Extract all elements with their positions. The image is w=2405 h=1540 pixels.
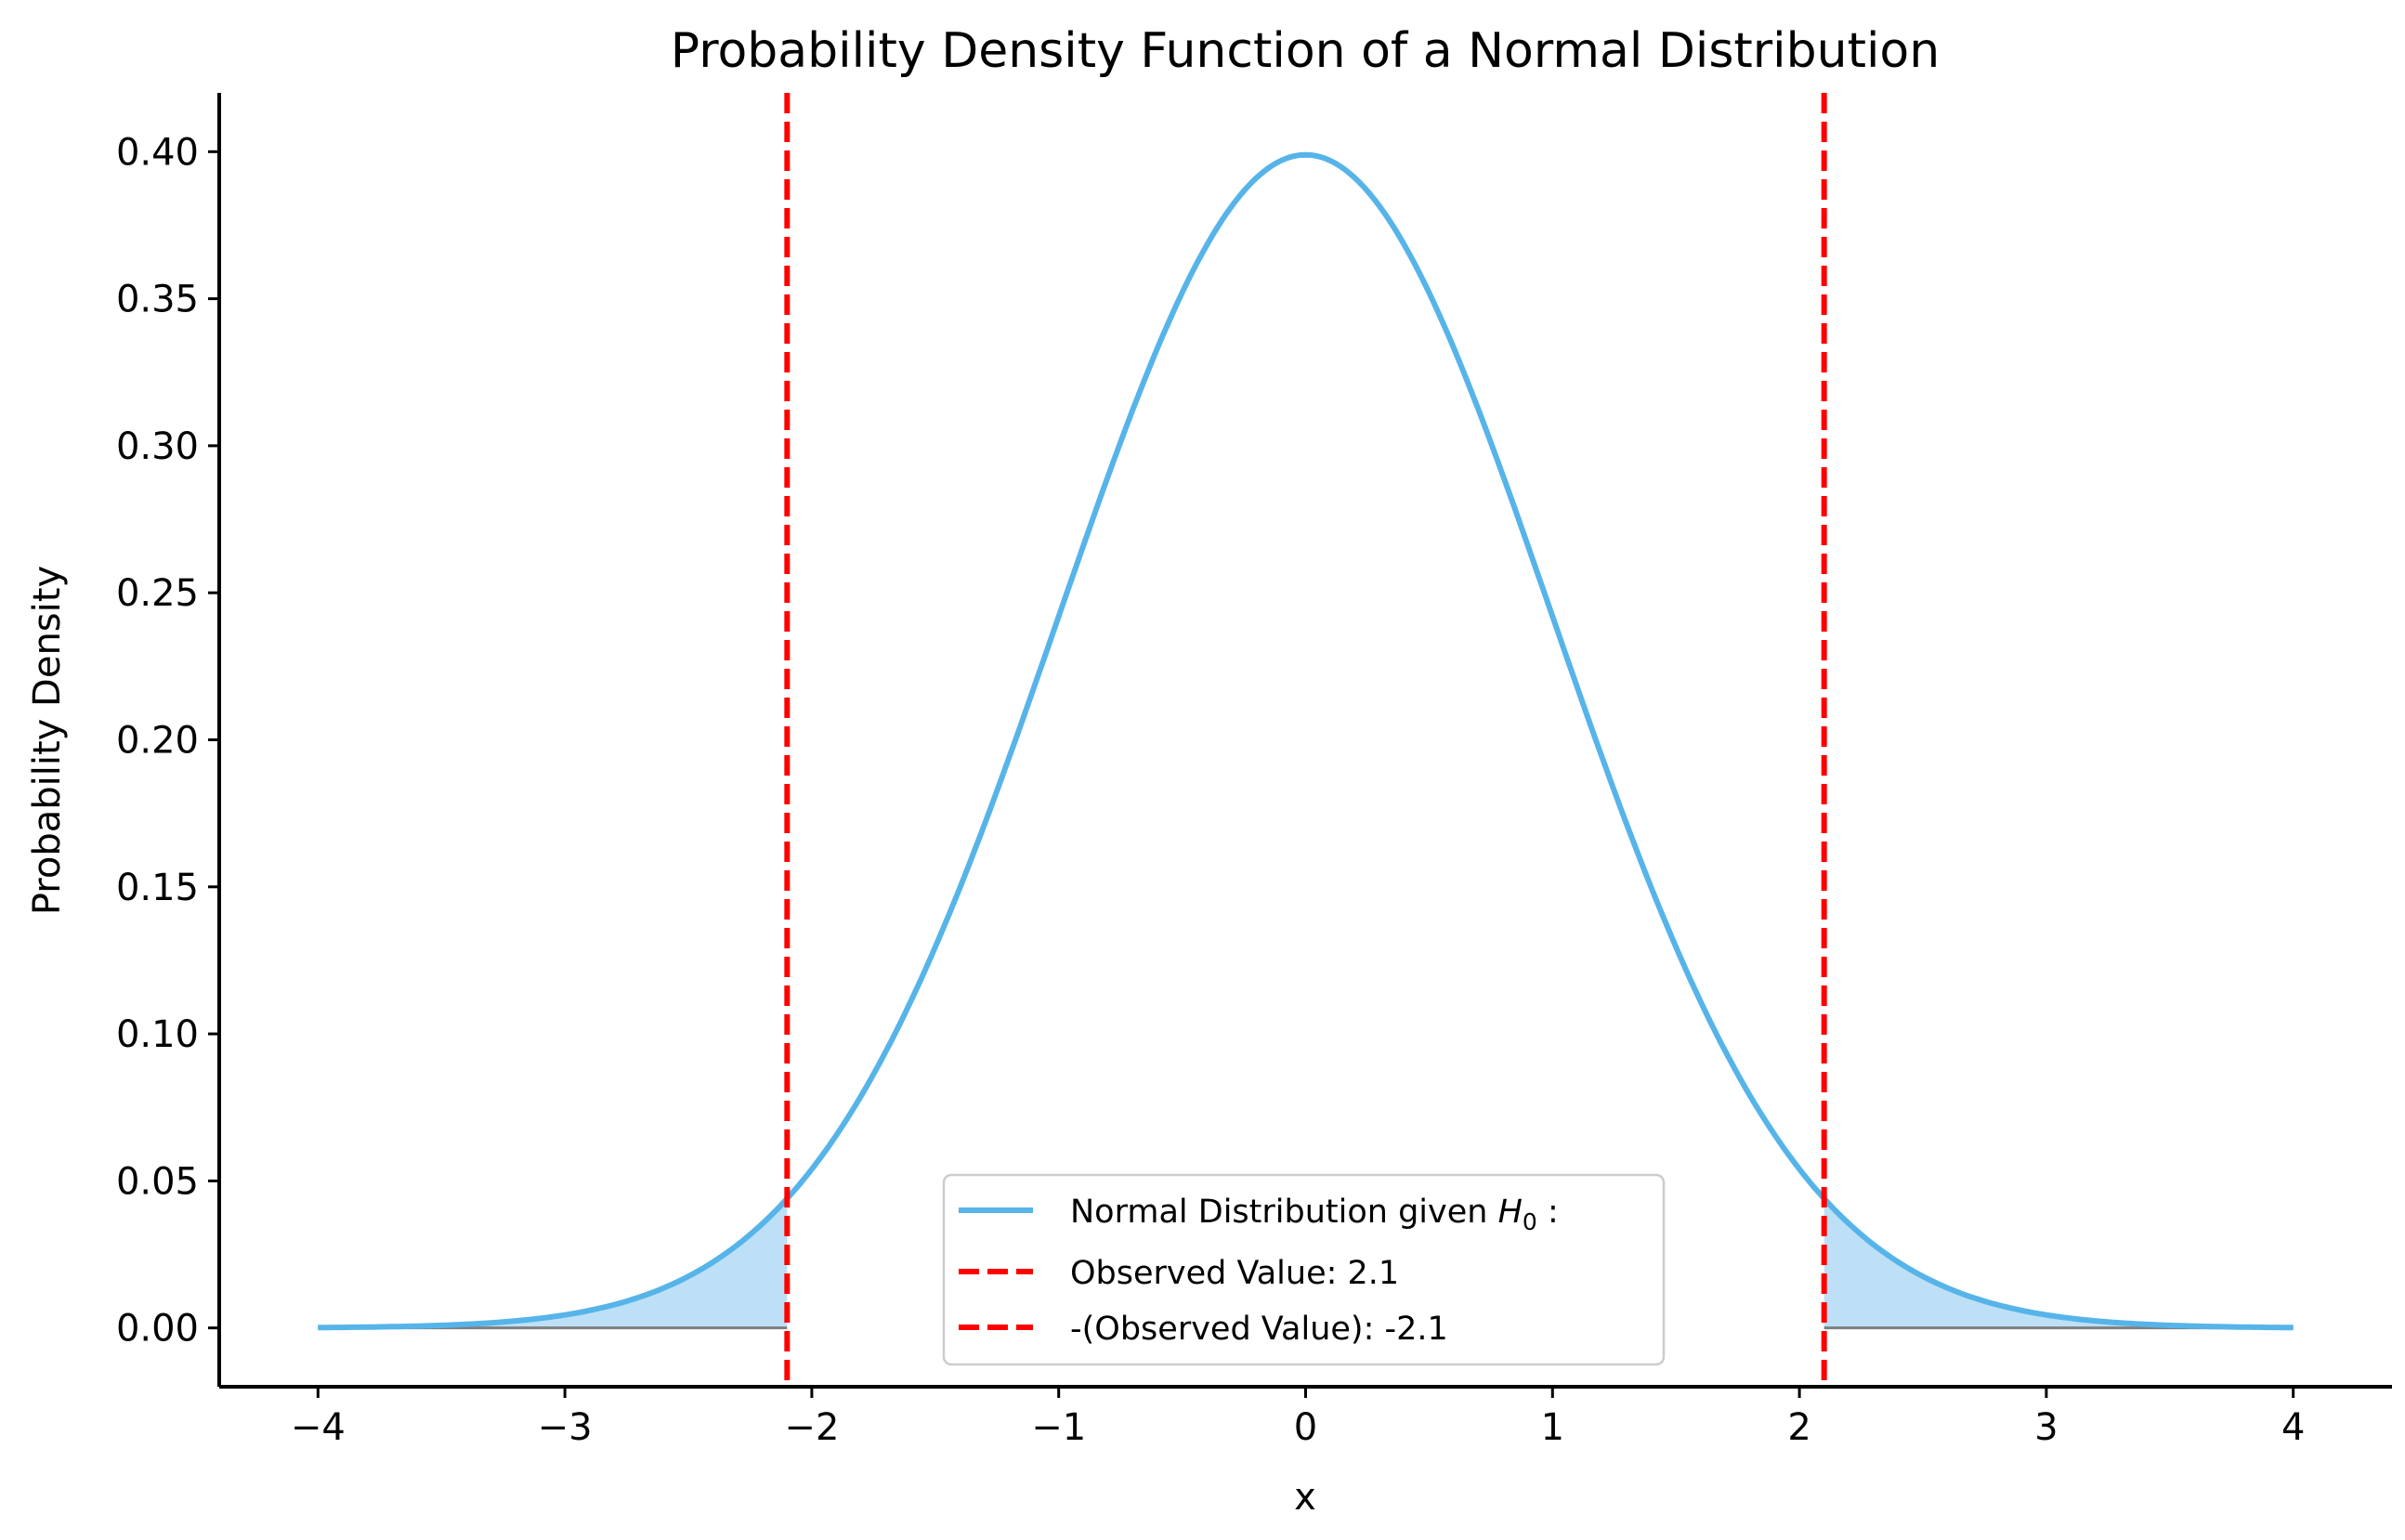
x-tick-label: −1 [1031,1406,1086,1449]
y-tick-label: 0.10 [116,1013,199,1056]
y-axis-label: Probability Density [26,566,69,915]
x-tick-label: −4 [291,1406,346,1449]
legend: Normal Distribution given H0 : Observed … [942,1173,1666,1366]
normal-density-curve [318,151,2294,1331]
legend-box [942,1173,1666,1366]
y-tick-label: 0.05 [116,1160,199,1203]
x-tick-label: 4 [2281,1406,2305,1449]
y-tick-label: 0.40 [116,131,199,174]
legend-label-negative-observed: -(Observed Value): -2.1 [1070,1311,1448,1348]
shaded-tail-0 [318,1198,788,1328]
y-tick-label: 0.00 [116,1308,199,1351]
shaded-tail-1 [1823,1198,2294,1328]
y-ticks: 0.00 0.05 0.10 0.15 0.20 0.25 0.30 0.35 0.40 [116,131,219,1351]
chart-title: Probability Density Function of a Normal… [671,23,1940,79]
y-tick-label: 0.20 [116,720,199,763]
x-ticks: −4 −3 −2 −1 0 1 2 3 4 [291,1387,2305,1449]
x-axis-label: x [1294,1476,1316,1519]
x-tick-label: 2 [1787,1406,1810,1449]
legend-label-observed: Observed Value: 2.1 [1070,1255,1399,1292]
x-tick-label: −2 [784,1406,839,1449]
x-tick-label: 1 [1541,1406,1564,1449]
x-tick-label: 3 [2034,1406,2058,1449]
x-tick-label: −3 [538,1406,593,1449]
y-tick-label: 0.15 [116,867,199,909]
density-curve-layer [318,151,2294,1331]
y-tick-label: 0.25 [116,572,199,615]
y-tick-label: 0.35 [116,279,199,321]
legend-label-normal: Normal Distribution given H0 : [1070,1194,1559,1235]
y-tick-label: 0.30 [116,425,199,468]
x-tick-label: 0 [1294,1406,1317,1449]
observed-value-lines [784,93,1827,1387]
